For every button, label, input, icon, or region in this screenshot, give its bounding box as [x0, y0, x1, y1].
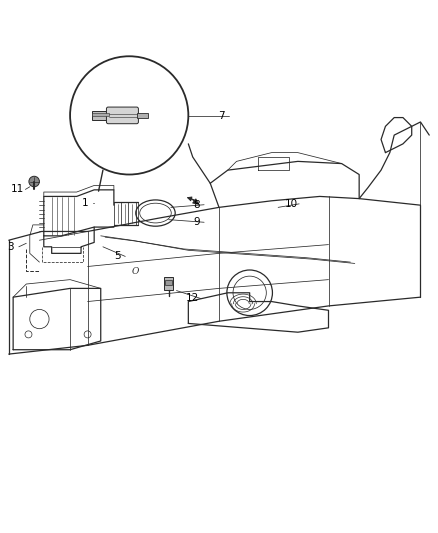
Bar: [164, 277, 173, 290]
Bar: [92, 113, 109, 116]
Text: O: O: [132, 267, 139, 276]
Text: 1: 1: [82, 198, 89, 208]
FancyBboxPatch shape: [106, 107, 138, 124]
Text: 10: 10: [285, 199, 298, 209]
Bar: [92, 110, 109, 120]
Circle shape: [29, 176, 39, 187]
Text: 3: 3: [7, 242, 14, 252]
Text: 8: 8: [193, 200, 200, 210]
Bar: [137, 113, 148, 118]
Circle shape: [70, 56, 188, 174]
Text: 7: 7: [218, 111, 225, 122]
Text: 9: 9: [193, 217, 200, 227]
Text: 5: 5: [114, 252, 121, 261]
Bar: [165, 280, 172, 285]
Text: 12: 12: [186, 294, 199, 303]
Text: 11: 11: [11, 184, 24, 195]
